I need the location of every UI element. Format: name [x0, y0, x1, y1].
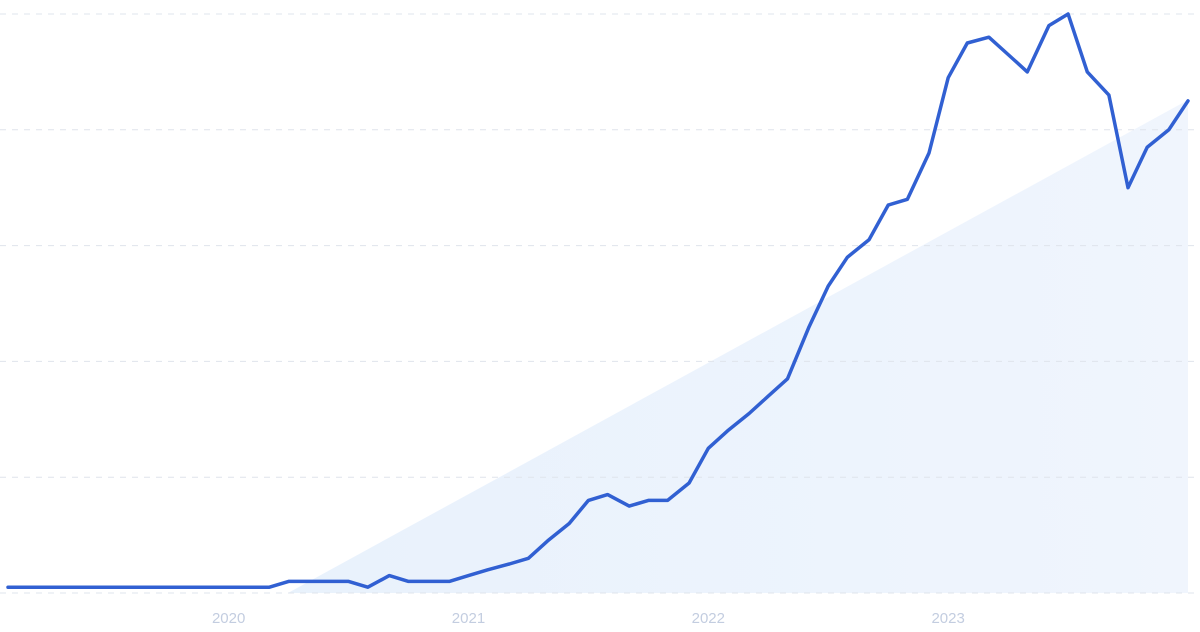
- trend-shade: [288, 100, 1188, 593]
- plot: [6, 12, 1190, 589]
- x-tick-label: 2022: [692, 610, 725, 627]
- x-tick-label: 2020: [212, 610, 245, 627]
- x-tick-label: 2021: [452, 610, 485, 627]
- line-series: [6, 12, 1190, 589]
- grid: 2020 2021 2022 2023: [0, 13, 1200, 627]
- x-tick-label: 2023: [931, 610, 964, 627]
